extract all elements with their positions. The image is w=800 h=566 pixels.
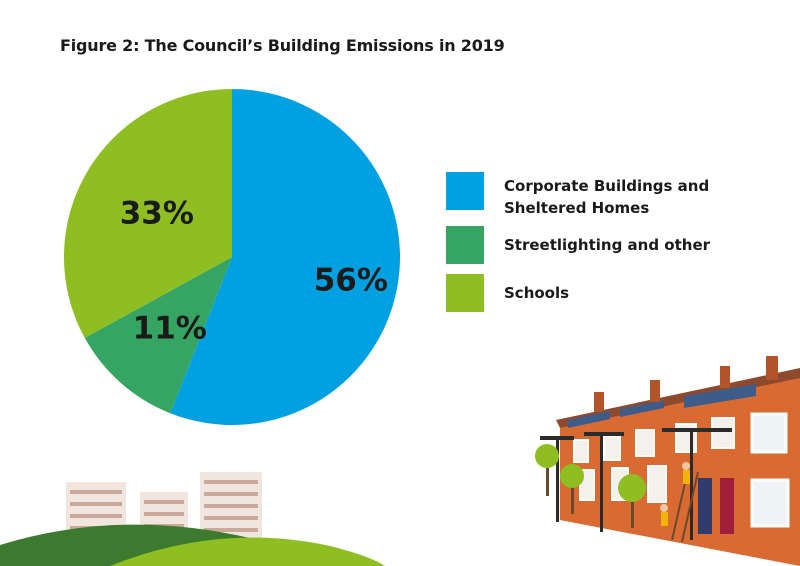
tower-block (200, 472, 262, 542)
workers (660, 462, 690, 526)
terraced-houses-solar-panels-illustration (535, 356, 800, 566)
figure-title: Figure 2: The Council’s Building Emissio… (60, 36, 505, 55)
city-skyline-hills-illustration (0, 472, 385, 566)
slice-value-label: 11% (133, 311, 207, 347)
house-roof (556, 368, 800, 428)
house-doors (698, 478, 734, 534)
house-facade (560, 372, 800, 566)
legend-label-streetlighting: Streetlighting and other (504, 236, 711, 254)
street-lamps (540, 428, 732, 540)
pie-slice-schools (63, 88, 232, 338)
legend-swatch-streetlighting (446, 226, 484, 264)
trees (535, 444, 646, 528)
chimneys (594, 356, 778, 412)
slice-value-label: 56% (314, 263, 388, 299)
legend-label-schools: Schools (504, 284, 570, 302)
light-hill (110, 537, 385, 566)
pie-slice-streetlighting-and-other (84, 257, 232, 414)
legend-label-corporate: Corporate Buildings and Sheltered Homes (504, 177, 710, 217)
legend-swatch-schools (446, 274, 484, 312)
legend-swatch-corporate (446, 172, 484, 210)
solar-panels (568, 384, 756, 428)
slice-value-label: 33% (120, 196, 194, 232)
pie-slice-corporate-buildings-and-sheltered-homes (170, 89, 400, 425)
